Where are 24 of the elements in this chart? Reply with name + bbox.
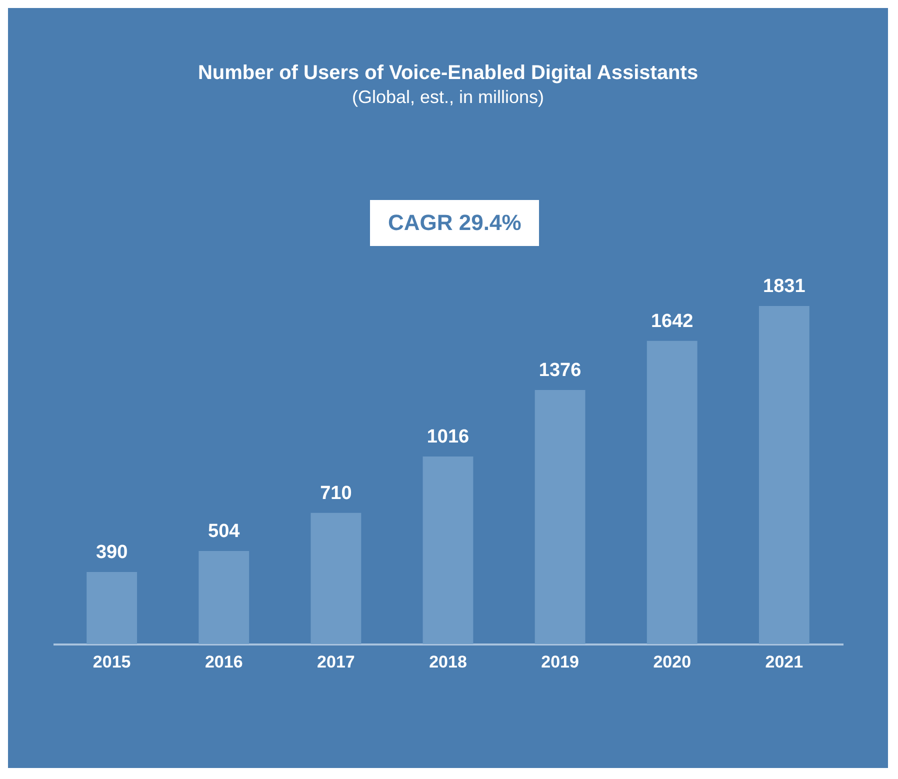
bar	[310, 512, 362, 644]
chart-subtitle: (Global, est., in millions)	[352, 87, 544, 107]
data-label: 504	[208, 520, 240, 542]
bar	[534, 390, 586, 644]
x-tick-label: 2019	[541, 652, 579, 672]
data-label: 1831	[763, 276, 806, 297]
data-label: 390	[96, 542, 128, 564]
bar	[86, 572, 138, 644]
x-tick-label: 2017	[317, 652, 355, 672]
bar	[198, 550, 250, 644]
bar	[758, 306, 810, 644]
x-tick-label: 2018	[429, 652, 467, 672]
data-label: 1642	[650, 310, 694, 332]
bar	[422, 456, 474, 644]
x-tick-label: 2015	[92, 652, 131, 672]
data-label: 1016	[426, 426, 470, 448]
data-label: 710	[320, 482, 352, 504]
x-tick-label: 2020	[653, 652, 692, 672]
bar	[646, 340, 698, 644]
data-label: 1376	[538, 360, 582, 381]
text: CAGR 29.4%	[370, 200, 540, 246]
x-tick-label: 2016	[204, 652, 243, 672]
x-tick-label: 2021	[765, 652, 804, 672]
chart-title: Number of Users of Voice-Enabled Digital Assistants	[198, 62, 698, 84]
